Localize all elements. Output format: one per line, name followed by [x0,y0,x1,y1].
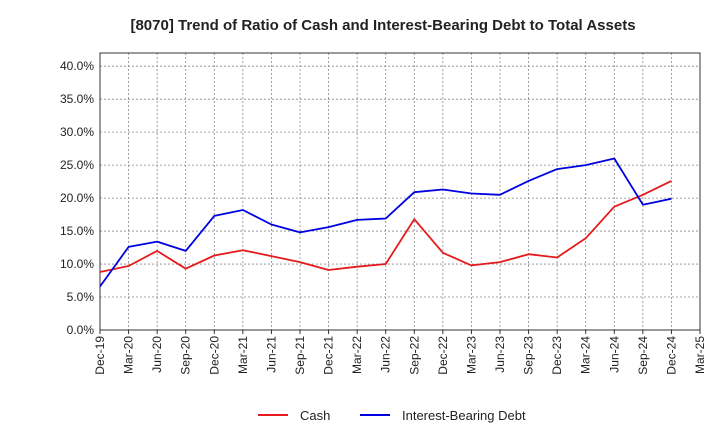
y-tick-label: 5.0% [67,290,95,304]
legend-label: Cash [300,408,330,423]
x-tick-label: Jun-24 [607,336,621,373]
x-tick-label: Sep-24 [636,336,650,375]
x-tick-label: Dec-24 [664,336,678,375]
x-tick-label: Jun-21 [264,336,278,373]
y-tick-label: 35.0% [60,92,94,106]
x-tick-label: Sep-22 [407,336,421,375]
series-line-interest-bearing-debt [99,157,672,288]
x-tick-label: Mar-21 [236,336,250,374]
chart-title: [8070] Trend of Ratio of Cash and Intere… [130,17,635,34]
x-tick-label: Jun-22 [379,336,393,373]
x-tick-label: Dec-23 [550,336,564,375]
y-tick-label: 10.0% [60,257,94,271]
x-tick-label: Dec-20 [207,336,221,375]
plot-frame [99,52,701,331]
x-tick-label: Mar-25 [693,336,707,374]
legend: Cash Interest-Bearing Debt [258,408,526,423]
x-tick-label: Mar-20 [122,336,136,374]
series-line-cash [99,180,672,273]
y-tick-label: 0.0% [67,323,95,337]
x-tick-label: Mar-23 [464,336,478,374]
plot-area [100,53,700,330]
x-tick-label: Jun-20 [150,336,164,373]
x-tick-label: Jun-23 [493,336,507,373]
y-tick-label: 20.0% [60,191,94,205]
x-tick-label: Mar-22 [350,336,364,374]
x-tick-label: Dec-21 [322,336,336,375]
x-tick-label: Sep-23 [522,336,536,375]
x-tick-label: Sep-21 [293,336,307,375]
y-tick-label: 15.0% [60,224,94,238]
x-tick-label: Mar-24 [579,336,593,374]
axes: 0.0% 5.0% 10.0% 15.0% 20.0% 25.0% 30.0% 35.0% 40… [60,52,707,375]
y-tick-label: 25.0% [60,158,94,172]
y-tick-label: 30.0% [60,125,94,139]
x-tick-label: Dec-19 [93,336,107,375]
series [99,157,672,288]
grid [99,53,701,331]
x-tick-label: Sep-20 [179,336,193,375]
y-tick-label: 40.0% [60,59,94,73]
x-tick-label: Dec-22 [436,336,450,375]
legend-label: Interest-Bearing Debt [402,408,526,423]
